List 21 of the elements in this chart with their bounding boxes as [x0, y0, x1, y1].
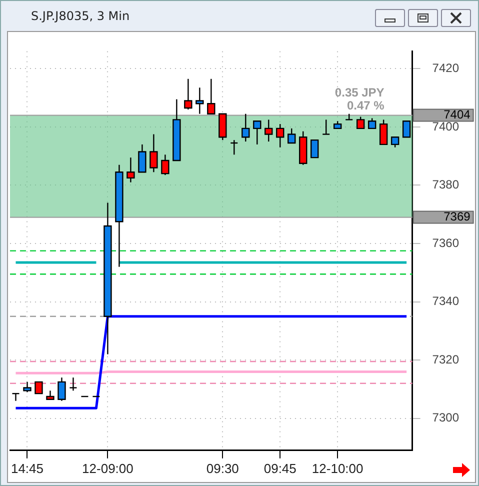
candlestick	[322, 119, 330, 135]
chart-title: S.JP.J8035, 3 Min	[31, 9, 130, 23]
y-tick-label: 7340	[432, 294, 460, 308]
y-tick-label: 7360	[432, 236, 460, 250]
y-tick-label: 7400	[432, 119, 460, 134]
y-tick-label: 7420	[432, 60, 460, 75]
x-tick-label: 12-10:00	[312, 460, 364, 476]
ref-line-label: 7369	[444, 210, 471, 224]
ref-line-label: 7404	[444, 108, 471, 122]
x-tick-label: 14:45	[10, 460, 44, 476]
x-tick-label: 12-09:00	[82, 460, 134, 476]
y-tick-label: 7300	[432, 410, 460, 425]
candlestick	[310, 139, 319, 158]
y-tick-label: 7380	[432, 178, 460, 192]
y-tick-label: 7320	[432, 352, 460, 366]
candlestick	[69, 376, 78, 392]
x-tick-label: 09:30	[206, 460, 239, 476]
annotation: 0.35 JPY	[334, 86, 384, 100]
candlestick	[34, 381, 43, 394]
annotation: 0.47 %	[346, 98, 385, 113]
x-tick-label: 09:45	[264, 460, 296, 476]
